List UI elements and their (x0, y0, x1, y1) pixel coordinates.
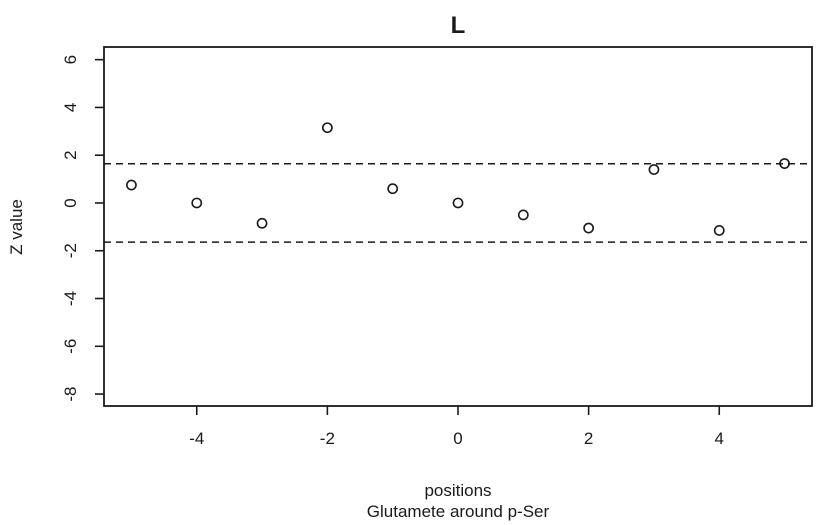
x-tick-label: -2 (320, 429, 335, 448)
x-tick-label: -4 (189, 429, 204, 448)
data-point (648, 164, 660, 175)
chart-title: L (451, 12, 466, 39)
y-tick-label: -2 (61, 243, 80, 258)
x-axis-label: positions (424, 481, 491, 500)
y-tick-label: 4 (61, 103, 80, 112)
x-tick-label: 0 (453, 429, 462, 448)
x-axis-sublabel: Glutamete around p-Ser (367, 502, 550, 521)
y-tick-label: -6 (61, 339, 80, 354)
data-point (256, 217, 268, 229)
data-point (191, 197, 203, 209)
data-point (713, 225, 725, 236)
data-point (321, 122, 333, 134)
data-point (779, 158, 790, 169)
y-axis-label: Z value (7, 199, 26, 255)
y-tick-label: -8 (61, 386, 80, 401)
plot-dynamic-layer: -4 -2 0 2 4 -8 -6 -4 -2 0 2 4 6 (61, 55, 812, 448)
y-tick-label: 2 (61, 150, 80, 159)
data-point (126, 179, 137, 191)
data-point (452, 197, 464, 209)
data-point (583, 222, 595, 234)
data-point (387, 183, 399, 195)
x-tick-label: 2 (584, 429, 593, 448)
y-tick-label: -4 (61, 291, 80, 306)
data-point (517, 209, 529, 221)
y-tick-label: 6 (61, 55, 80, 64)
plot-border (103, 46, 813, 407)
y-tick-label: 0 (61, 198, 80, 207)
x-tick-label: 4 (715, 429, 724, 448)
